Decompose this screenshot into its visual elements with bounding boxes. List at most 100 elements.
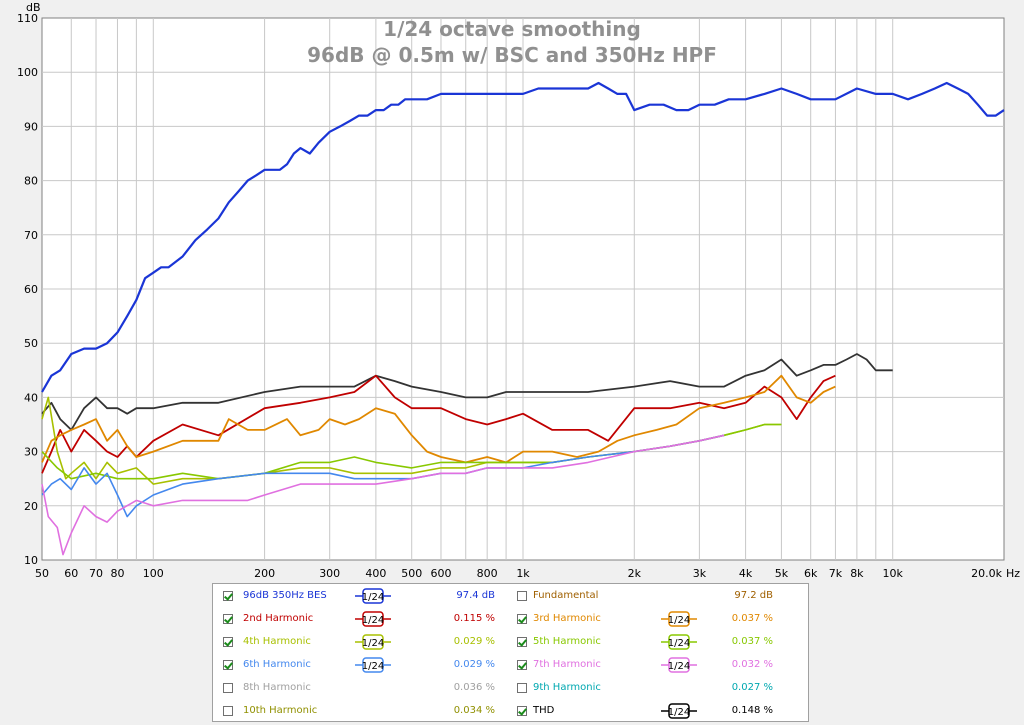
series-line-h7 (41, 434, 725, 556)
legend-series-name: 5th Harmonic (533, 636, 601, 647)
legend-series-name: 4th Harmonic (243, 636, 311, 647)
legend-value: 0.032 % (731, 659, 773, 670)
legend-row: 96dB 350Hz BES 1/24 97.4 dB Fundamental 97.2… (213, 586, 808, 608)
legend: 96dB 350Hz BES 1/24 97.4 dB Fundamental 97.2… (212, 583, 809, 722)
y-tick-label: 50 (24, 337, 38, 350)
smoothing-swatch[interactable]: 1/24 (661, 610, 697, 628)
smoothing-label: 1/24 (668, 615, 690, 626)
chart-subtitle: 96dB @ 0.5m w/ BSC and 350Hz HPF (307, 43, 717, 67)
legend-value: 97.4 dB (456, 590, 495, 601)
smoothing-swatch[interactable]: 1/24 (355, 587, 391, 605)
legend-series-name: 2nd Harmonic (243, 613, 314, 624)
legend-series-name: 10th Harmonic (243, 705, 318, 716)
smoothing-label: 1/24 (668, 638, 690, 649)
series-line-h3 (41, 374, 836, 464)
grid (42, 18, 1004, 560)
x-tick-label: 10k (883, 567, 904, 580)
y-tick-label: 30 (24, 446, 38, 459)
legend-series-name: THD (533, 705, 555, 716)
y-tick-label: 90 (24, 120, 38, 133)
legend-checkbox[interactable] (517, 706, 527, 716)
axis-ticks: 10 20 30 40 50 60 70 80 90 100 110 50 60 70 80 100 200 30… (17, 12, 1003, 580)
smoothing-label: 1/24 (668, 707, 690, 718)
series-line-thd (41, 353, 893, 431)
x-tick-label: 800 (477, 567, 498, 580)
smoothing-label: 1/24 (362, 615, 384, 626)
legend-checkbox[interactable] (517, 614, 527, 624)
legend-series-name: 9th Harmonic (533, 682, 601, 693)
smoothing-label: 1/24 (668, 661, 690, 672)
series-line-h6 (41, 434, 725, 518)
legend-checkbox[interactable] (517, 637, 527, 647)
legend-checkbox[interactable] (223, 591, 233, 601)
series-line-fund (41, 81, 1005, 393)
legend-checkbox[interactable] (223, 706, 233, 716)
x-tick-label: 20.0k (971, 567, 1002, 580)
y-tick-label: 100 (17, 66, 38, 79)
legend-series-name: 8th Harmonic (243, 682, 311, 693)
legend-row: 2nd Harmonic 1/24 0.115 % 3rd Harmonic 1/24 0… (213, 609, 808, 631)
legend-series-name: Fundamental (533, 590, 599, 601)
x-tick-label: 5k (775, 567, 789, 580)
x-tick-label: 6k (804, 567, 818, 580)
y-axis-label: dB (26, 1, 41, 14)
smoothing-swatch[interactable]: 1/24 (661, 656, 697, 674)
legend-value: 0.115 % (453, 613, 495, 624)
y-tick-label: 40 (24, 391, 38, 404)
x-tick-label: 80 (110, 567, 124, 580)
legend-value: 0.034 % (453, 705, 495, 716)
smoothing-swatch[interactable]: 1/24 (355, 610, 391, 628)
legend-series-name: 6th Harmonic (243, 659, 311, 670)
legend-value: 0.029 % (453, 636, 495, 647)
legend-row: 8th Harmonic 0.036 % 9th Harmonic 0.027 % (213, 678, 808, 700)
x-tick-label: 200 (254, 567, 275, 580)
y-tick-label: 60 (24, 283, 38, 296)
legend-checkbox[interactable] (223, 637, 233, 647)
x-tick-label: 600 (430, 567, 451, 580)
x-tick-label: 50 (35, 567, 49, 580)
smoothing-swatch[interactable]: 1/24 (355, 656, 391, 674)
legend-series-name: 3rd Harmonic (533, 613, 601, 624)
y-tick-label: 20 (24, 500, 38, 513)
legend-value: 0.037 % (731, 636, 773, 647)
legend-series-name: 96dB 350Hz BES (243, 590, 327, 601)
x-tick-label: 2k (628, 567, 642, 580)
smoothing-label: 1/24 (362, 638, 384, 649)
legend-checkbox[interactable] (517, 591, 527, 601)
legend-row: 4th Harmonic 1/24 0.029 % 5th Harmonic 1/24 0… (213, 632, 808, 654)
legend-checkbox[interactable] (223, 660, 233, 670)
x-tick-label: 4k (739, 567, 753, 580)
legend-checkbox[interactable] (517, 683, 527, 693)
x-axis-unit: Hz (1006, 567, 1020, 580)
legend-value: 0.027 % (731, 682, 773, 693)
legend-checkbox[interactable] (223, 683, 233, 693)
smoothing-swatch[interactable]: 1/24 (355, 633, 391, 651)
legend-value: 0.036 % (453, 682, 495, 693)
legend-series-name: 7th Harmonic (533, 659, 601, 670)
x-tick-label: 100 (143, 567, 164, 580)
smoothing-label: 1/24 (362, 661, 384, 672)
legend-checkbox[interactable] (517, 660, 527, 670)
smoothing-swatch[interactable]: 1/24 (661, 702, 697, 720)
legend-value: 0.148 % (731, 705, 773, 716)
y-tick-label: 110 (17, 12, 38, 25)
y-tick-label: 70 (24, 229, 38, 242)
frequency-response-chart: 10 20 30 40 50 60 70 80 90 100 110 50 60 70 80 100 200 30… (17, 1, 1020, 580)
x-tick-label: 60 (64, 567, 78, 580)
x-tick-label: 500 (401, 567, 422, 580)
x-tick-label: 70 (89, 567, 103, 580)
legend-value: 0.029 % (453, 659, 495, 670)
smoothing-swatch[interactable]: 1/24 (661, 633, 697, 651)
x-tick-label: 8k (850, 567, 864, 580)
x-tick-label: 7k (829, 567, 843, 580)
legend-row: 10th Harmonic 0.034 % THD 1/24 0.148 % (213, 701, 808, 723)
legend-value: 0.037 % (731, 613, 773, 624)
legend-value: 97.2 dB (734, 590, 773, 601)
legend-row: 6th Harmonic 1/24 0.029 % 7th Harmonic 1/24 0… (213, 655, 808, 677)
y-tick-label: 80 (24, 175, 38, 188)
legend-checkbox[interactable] (223, 614, 233, 624)
x-tick-label: 300 (319, 567, 340, 580)
y-tick-label: 10 (24, 554, 38, 567)
curves (41, 81, 1005, 556)
x-tick-label: 400 (365, 567, 386, 580)
